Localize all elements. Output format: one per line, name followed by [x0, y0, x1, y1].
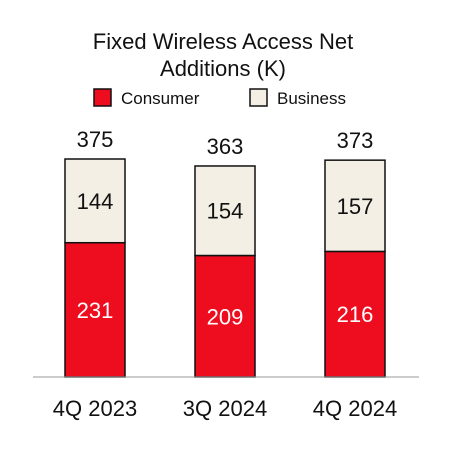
chart-title-line-1: Fixed Wireless Access Net	[93, 29, 353, 54]
bar-consumer-4q-2023	[64, 241, 126, 378]
value-label-business-4q-2024: 157	[337, 194, 374, 219]
category-label-3q-2024: 3Q 2024	[183, 396, 267, 421]
total-label-4q-2023: 375	[77, 127, 114, 152]
bar-business-3q-2024	[194, 165, 256, 257]
chart-title-line-2: Additions (K)	[160, 56, 286, 81]
value-label-business-4q-2023: 144	[77, 189, 114, 214]
value-label-consumer-4q-2023: 231	[77, 298, 114, 323]
value-label-consumer-3q-2024: 209	[207, 304, 244, 329]
value-label-business-3q-2024: 154	[207, 199, 244, 224]
bar-business-4q-2023	[64, 158, 126, 244]
category-label-4q-2024: 4Q 2024	[313, 396, 397, 421]
total-label-3q-2024: 363	[207, 134, 244, 159]
category-label-4q-2023: 4Q 2023	[53, 396, 137, 421]
legend-label-business: Business	[277, 89, 346, 108]
legend-swatch-consumer	[93, 88, 112, 107]
legend: Consumer Business	[93, 88, 346, 108]
bar-business-4q-2024	[324, 159, 386, 253]
value-label-consumer-4q-2024: 216	[337, 302, 374, 327]
legend-label-consumer: Consumer	[121, 89, 200, 108]
legend-swatch-business	[249, 88, 268, 107]
total-label-4q-2024: 373	[337, 128, 374, 153]
bars-layer: 231 144 375 4Q 2023 209 154 363 3Q 2024 216 157 37…	[53, 127, 397, 421]
